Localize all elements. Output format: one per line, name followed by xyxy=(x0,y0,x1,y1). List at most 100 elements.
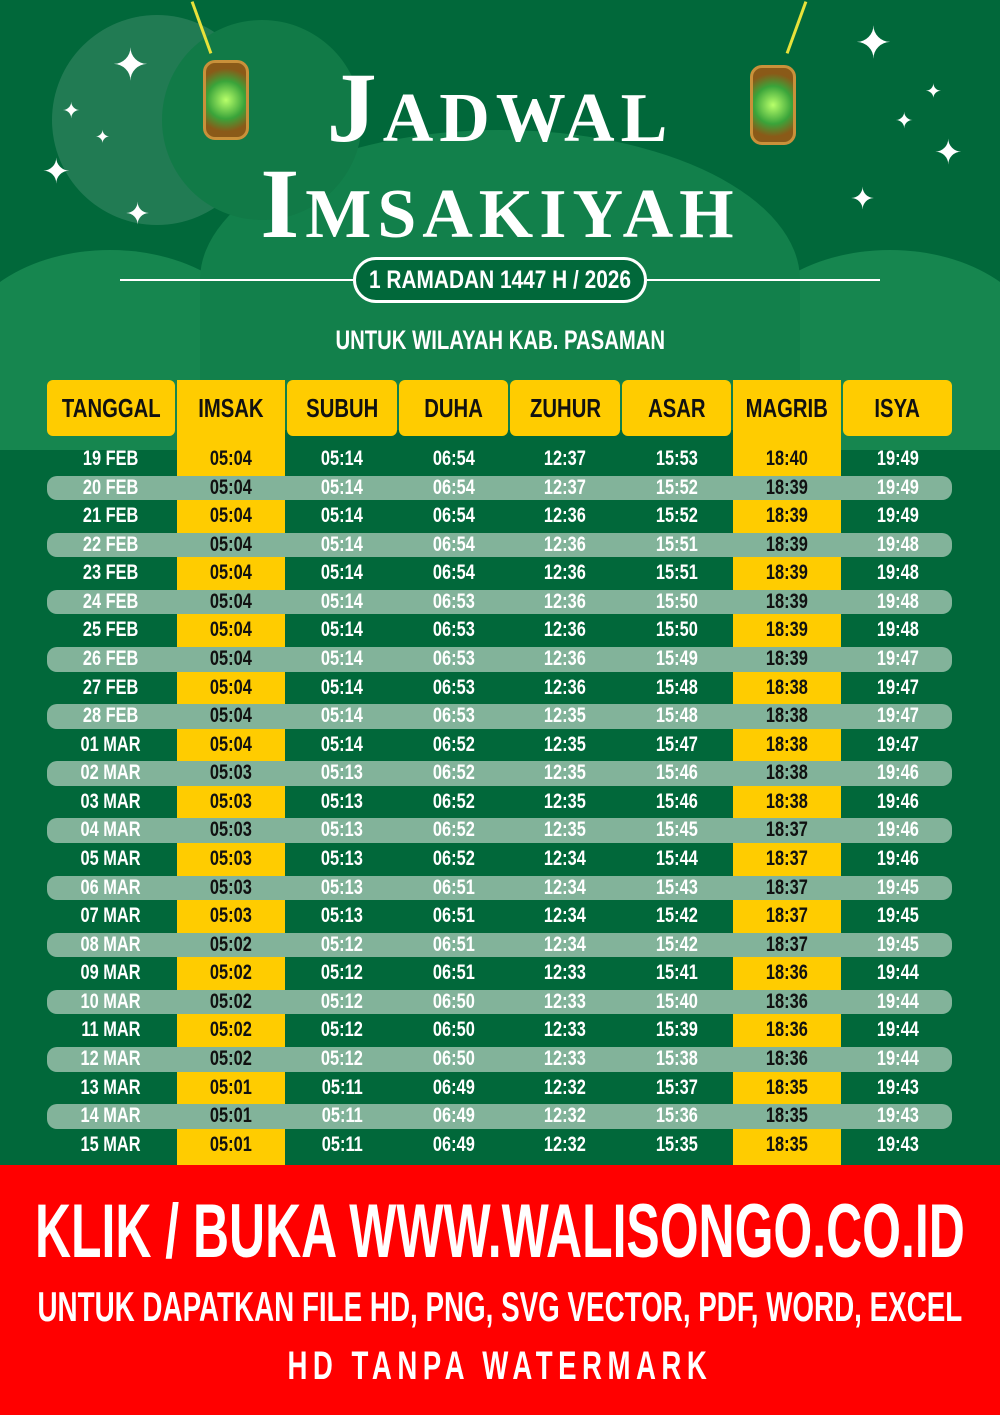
cell-tanggal: 13 MAR xyxy=(80,1075,142,1099)
cell-isya: 19:44 xyxy=(876,961,919,985)
cell-subuh: 05:13 xyxy=(321,904,363,928)
cell-duha: 06:50 xyxy=(432,1018,475,1042)
table-row: 01 MAR 05:04 05:14 06:52 12:35 15:47 18:38 19:4… xyxy=(47,731,952,760)
table-row: 11 MAR 05:02 05:12 06:50 12:33 15:39 18:36 19:4… xyxy=(47,1016,952,1045)
cell-tanggal: 03 MAR xyxy=(80,789,142,813)
cell-duha: 06:54 xyxy=(432,447,475,470)
cell-tanggal: 10 MAR xyxy=(80,989,142,1013)
cell-isya: 19:43 xyxy=(876,1104,919,1128)
table-row: 08 MAR 05:02 05:12 06:51 12:34 15:42 18:37 19:4… xyxy=(47,931,952,960)
cell-asar: 15:37 xyxy=(655,1075,698,1099)
cell-magrib: 18:37 xyxy=(766,932,808,956)
cell-duha: 06:53 xyxy=(432,675,475,699)
star-icon: ✦ xyxy=(112,41,149,90)
cell-zuhur: 12:34 xyxy=(544,846,586,870)
cell-imsak: 05:03 xyxy=(210,818,252,842)
cell-asar: 15:43 xyxy=(655,875,698,899)
cell-duha: 06:54 xyxy=(432,561,475,585)
cell-imsak: 05:04 xyxy=(210,504,252,528)
column-header-magrib: MAGRIB xyxy=(733,380,841,436)
table-row: 26 FEB 05:04 05:14 06:53 12:36 15:49 18:39 19:4… xyxy=(47,645,952,674)
cell-asar: 15:51 xyxy=(655,532,698,556)
cell-duha: 06:52 xyxy=(432,789,475,813)
cell-duha: 06:52 xyxy=(432,846,475,870)
cell-duha: 06:53 xyxy=(432,589,475,613)
star-icon: ✦ xyxy=(855,19,892,68)
cell-tanggal: 21 FEB xyxy=(83,504,139,528)
cell-magrib: 18:37 xyxy=(766,875,808,899)
cell-isya: 19:43 xyxy=(876,1132,919,1156)
cell-subuh: 05:14 xyxy=(321,532,363,556)
cell-isya: 19:46 xyxy=(876,818,919,842)
cell-asar: 15:48 xyxy=(655,704,698,728)
cell-asar: 15:47 xyxy=(655,732,698,756)
cell-magrib: 18:37 xyxy=(766,818,808,842)
cell-zuhur: 12:34 xyxy=(544,875,586,899)
cell-duha: 06:52 xyxy=(432,818,475,842)
cell-tanggal: 07 MAR xyxy=(80,904,142,928)
cell-imsak: 05:02 xyxy=(210,961,252,985)
cell-magrib: 18:36 xyxy=(766,1018,808,1042)
cell-duha: 06:53 xyxy=(432,646,475,670)
title-line-1: Jadwal xyxy=(326,52,674,163)
cell-duha: 06:51 xyxy=(432,904,475,928)
table-row: 28 FEB 05:04 05:14 06:53 12:35 15:48 18:38 19:4… xyxy=(47,702,952,731)
cell-imsak: 05:04 xyxy=(210,618,252,642)
cell-zuhur: 12:34 xyxy=(544,904,586,928)
cell-asar: 15:45 xyxy=(655,818,698,842)
cell-tanggal: 24 FEB xyxy=(83,589,139,613)
cell-zuhur: 12:34 xyxy=(544,932,586,956)
star-icon: ✦ xyxy=(125,198,151,231)
cell-isya: 19:48 xyxy=(876,532,919,556)
table-row: 12 MAR 05:02 05:12 06:50 12:33 15:38 18:36 19:4… xyxy=(47,1045,952,1074)
table-row: 20 FEB 05:04 05:14 06:54 12:37 15:52 18:39 19:4… xyxy=(47,474,952,503)
cell-duha: 06:49 xyxy=(432,1075,475,1099)
cell-tanggal: 12 MAR xyxy=(80,1046,142,1070)
lantern-icon xyxy=(750,65,796,145)
star-icon: ✦ xyxy=(934,134,963,172)
cell-asar: 15:46 xyxy=(655,789,698,813)
cell-subuh: 05:14 xyxy=(321,618,363,642)
cell-tanggal: 15 MAR xyxy=(80,1132,142,1156)
cell-zuhur: 12:32 xyxy=(544,1104,586,1128)
cell-tanggal: 27 FEB xyxy=(83,675,139,699)
cell-isya: 19:49 xyxy=(876,504,919,528)
divider-right xyxy=(647,279,880,281)
table-row: 23 FEB 05:04 05:14 06:54 12:36 15:51 18:39 19:4… xyxy=(47,559,952,588)
cell-tanggal: 28 FEB xyxy=(83,704,139,728)
cell-magrib: 18:36 xyxy=(766,961,808,985)
cell-isya: 19:49 xyxy=(876,447,919,470)
cell-zuhur: 12:35 xyxy=(544,732,586,756)
column-header-asar: ASAR xyxy=(622,380,731,436)
table-row: 13 MAR 05:01 05:11 06:49 12:32 15:37 18:35 19:4… xyxy=(47,1074,952,1103)
cell-magrib: 18:39 xyxy=(766,589,808,613)
region-text: UNTUK WILAYAH KAB. PASAMAN xyxy=(334,325,665,355)
divider-left xyxy=(120,279,353,281)
cell-isya: 19:47 xyxy=(876,732,919,756)
table-row: 06 MAR 05:03 05:13 06:51 12:34 15:43 18:37 19:4… xyxy=(47,874,952,903)
cell-isya: 19:44 xyxy=(876,1018,919,1042)
cell-magrib: 18:38 xyxy=(766,761,808,785)
cell-subuh: 05:13 xyxy=(321,818,363,842)
cell-subuh: 05:12 xyxy=(321,1018,363,1042)
cell-isya: 19:46 xyxy=(876,846,919,870)
star-icon: ✦ xyxy=(42,153,71,191)
cell-subuh: 05:14 xyxy=(321,504,363,528)
cell-imsak: 05:01 xyxy=(210,1132,252,1156)
cell-duha: 06:49 xyxy=(432,1104,475,1128)
cell-isya: 19:44 xyxy=(876,989,919,1013)
cell-tanggal: 20 FEB xyxy=(83,475,139,499)
column-header-tanggal: TANGGAL xyxy=(47,380,175,436)
cell-zuhur: 12:33 xyxy=(544,1018,586,1042)
table-row: 15 MAR 05:01 05:11 06:49 12:32 15:35 18:35 19:4… xyxy=(47,1131,952,1160)
column-header-imsak: IMSAK xyxy=(177,380,285,436)
cell-isya: 19:46 xyxy=(876,789,919,813)
cell-duha: 06:51 xyxy=(432,961,475,985)
cell-duha: 06:50 xyxy=(432,989,475,1013)
cell-asar: 15:51 xyxy=(655,561,698,585)
cell-duha: 06:51 xyxy=(432,932,475,956)
cell-isya: 19:45 xyxy=(876,904,919,928)
cell-magrib: 18:39 xyxy=(766,475,808,499)
cell-duha: 06:54 xyxy=(432,532,475,556)
crescent-moon-icon xyxy=(52,15,362,225)
